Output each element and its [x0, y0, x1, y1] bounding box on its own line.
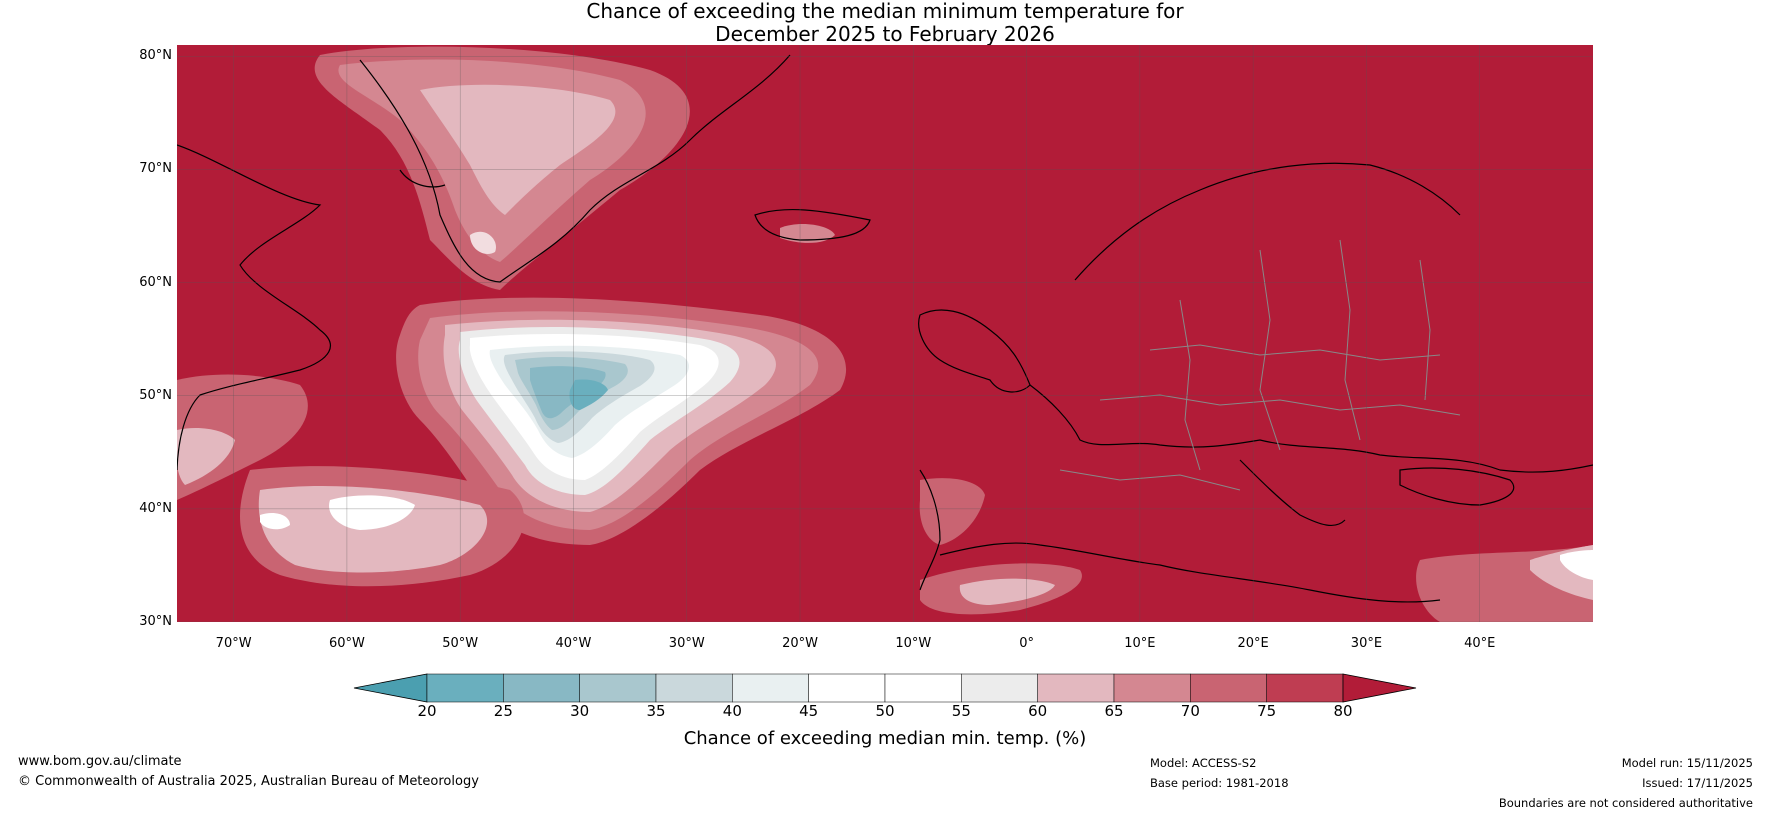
colorbar-over-arrow: [1342, 673, 1417, 703]
lat-label: 60°N: [139, 274, 172, 290]
contour-region-north-africa-inner: [959, 578, 1055, 605]
lon-label: 60°W: [328, 636, 365, 651]
lon-label: 0°: [1019, 636, 1034, 651]
colorbar-tick-label: 80: [1333, 702, 1353, 720]
colorbar-bin: [732, 673, 809, 703]
colorbar-tick-label: 55: [951, 702, 971, 720]
map-area: [177, 45, 1593, 622]
lon-label: 20°E: [1237, 636, 1269, 651]
lon-label: 70°W: [215, 636, 252, 651]
title-line-1: Chance of exceeding the median minimum t…: [586, 0, 1184, 23]
contour-region-subtropical-atlantic: [240, 466, 525, 587]
colorbar-tick-label: 35: [646, 702, 666, 720]
colorbar-bin: [1037, 673, 1115, 703]
footer-disclaimer: Boundaries are not considered authoritat…: [1498, 796, 1753, 810]
gridlines: [177, 45, 1593, 622]
colorbar-tick-label: 25: [493, 702, 513, 720]
lat-label: 80°N: [139, 48, 172, 64]
lon-label: 30°W: [668, 636, 705, 651]
footer-issued: Issued: 17/11/2025: [1642, 776, 1753, 790]
lon-label: 50°W: [442, 636, 479, 651]
lon-label: 40°E: [1464, 636, 1496, 651]
lon-label: 30°E: [1350, 636, 1383, 651]
contour-region-canada-coast-inner: [177, 428, 235, 485]
footer-url: www.bom.gov.au/climate: [18, 754, 182, 769]
contour-region-east-med-core: [1560, 550, 1593, 580]
colorbar-bin: [426, 673, 504, 703]
footer-model: Model: ACCESS-S2: [1150, 756, 1257, 770]
lon-label: 20°W: [782, 636, 818, 651]
colorbar-bin: [579, 673, 657, 703]
colorbar-tick-label: 30: [570, 702, 590, 720]
colorbar-tick-label: 65: [1104, 702, 1124, 720]
footer-model-run: Model run: 15/11/2025: [1621, 756, 1753, 770]
colorbar-bin: [503, 673, 580, 703]
colorbar-bin: [1113, 673, 1191, 703]
footer-base-period: Base period: 1981-2018: [1150, 776, 1289, 790]
contour-region-iberia: [919, 478, 985, 545]
colorbar-tick-label: 60: [1028, 702, 1048, 720]
colorbar-bin: [1266, 673, 1344, 703]
colorbar-bin: [961, 673, 1038, 703]
coastlines: [177, 54, 1593, 603]
contour-region-greenland: [314, 46, 690, 290]
title-line-2: December 2025 to February 2026: [715, 22, 1055, 46]
footer-copyright: © Commonwealth of Australia 2025, Austra…: [18, 774, 479, 789]
map-title: Chance of exceeding the median minimum t…: [0, 0, 1770, 46]
colorbar-tick-label: 45: [799, 702, 819, 720]
colorbar-tick-label: 70: [1180, 702, 1200, 720]
colorbar-tick-label: 40: [722, 702, 742, 720]
colorbar-label: Chance of exceeding median min. temp. (%…: [683, 728, 1087, 749]
colorbar-tick-label: 75: [1257, 702, 1277, 720]
colorbar-tick-label: 20: [417, 702, 437, 720]
colorbar-bin: [1190, 673, 1267, 703]
colorbar-under-arrow: [353, 673, 428, 703]
colorbar-bin: [808, 673, 886, 703]
lon-label: 10°E: [1124, 636, 1156, 651]
colorbar-tick-label: 50: [875, 702, 895, 720]
colorbar-bin: [884, 673, 962, 703]
lat-label: 30°N: [139, 614, 172, 629]
lat-label: 50°N: [139, 387, 172, 403]
colorbar-bin: [655, 673, 733, 703]
country-borders: [1059, 239, 1461, 491]
lon-label: 40°W: [555, 636, 592, 651]
lat-label: 70°N: [139, 161, 172, 177]
contour-region-iceland: [780, 224, 835, 243]
lat-label: 40°N: [139, 500, 172, 516]
contour-region-north-atlantic: [396, 297, 847, 545]
lon-label: 10°W: [895, 636, 932, 651]
